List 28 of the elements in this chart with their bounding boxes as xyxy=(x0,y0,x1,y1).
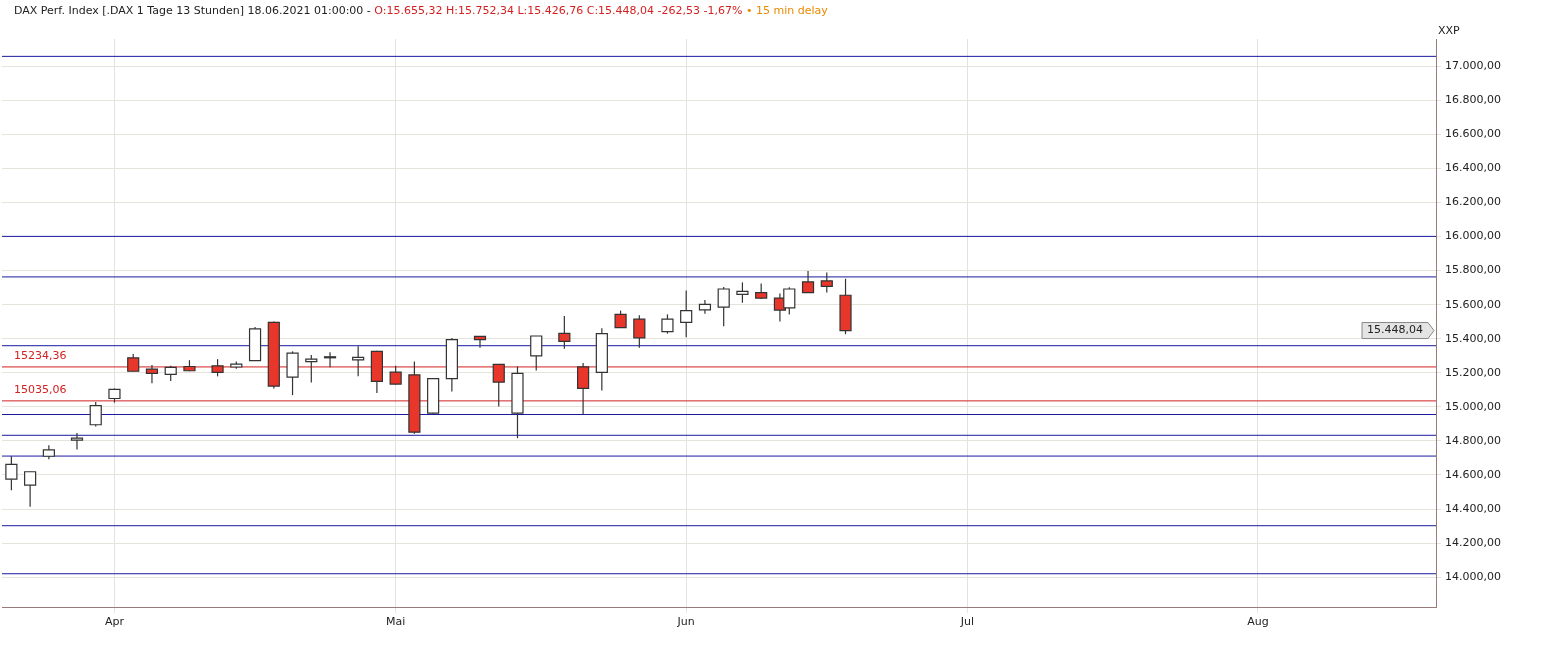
x-tick-label: Mai xyxy=(386,615,406,629)
y-tick-label: 14.800,00 xyxy=(1445,433,1501,447)
y-tick-label: 16.800,00 xyxy=(1445,93,1501,107)
y-tick-label: 17.000,00 xyxy=(1445,59,1501,73)
y-tick-label: 15.200,00 xyxy=(1445,365,1501,379)
y-tick-label: 14.600,00 xyxy=(1445,467,1501,481)
x-tick-label: Apr xyxy=(104,615,125,629)
y-tick-label: 14.400,00 xyxy=(1445,501,1501,515)
chart-title: DAX Perf. Index [.DAX 1 Tage 13 Stunden] 18.06.2021 01:00:00 - xyxy=(14,4,371,17)
x-tick-label: Jun xyxy=(676,615,695,629)
annotation: 15.448,04 xyxy=(1367,323,1423,337)
y-tick-label: 15.400,00 xyxy=(1445,331,1501,345)
ref-line-label: 15035,06 xyxy=(14,383,67,397)
y-tick-label: 14.200,00 xyxy=(1445,535,1501,549)
y-tick-label: 16.400,00 xyxy=(1445,161,1501,175)
chart-subtitle: O:15.655,32 H:15.752,34 L:15.426,76 C:15.448,04 -262,53 -1,67% xyxy=(374,4,743,17)
ref-line-label: 15234,36 xyxy=(14,349,67,363)
text: XXP xyxy=(1438,24,1461,38)
y-tick-label: 16.000,00 xyxy=(1445,229,1501,243)
y-tick-label: 16.600,00 xyxy=(1445,127,1501,141)
y-tick-label: 16.200,00 xyxy=(1445,195,1501,209)
y-tick-label: 15.800,00 xyxy=(1445,263,1501,277)
x-tick-label: Aug xyxy=(1247,615,1269,629)
y-tick-label: 15.000,00 xyxy=(1445,399,1501,413)
x-tick-label: Jul xyxy=(959,615,975,629)
text: • 15 min delay xyxy=(745,4,828,17)
y-tick-label: 15.600,00 xyxy=(1445,297,1501,311)
y-tick-label: 14.000,00 xyxy=(1445,570,1501,584)
